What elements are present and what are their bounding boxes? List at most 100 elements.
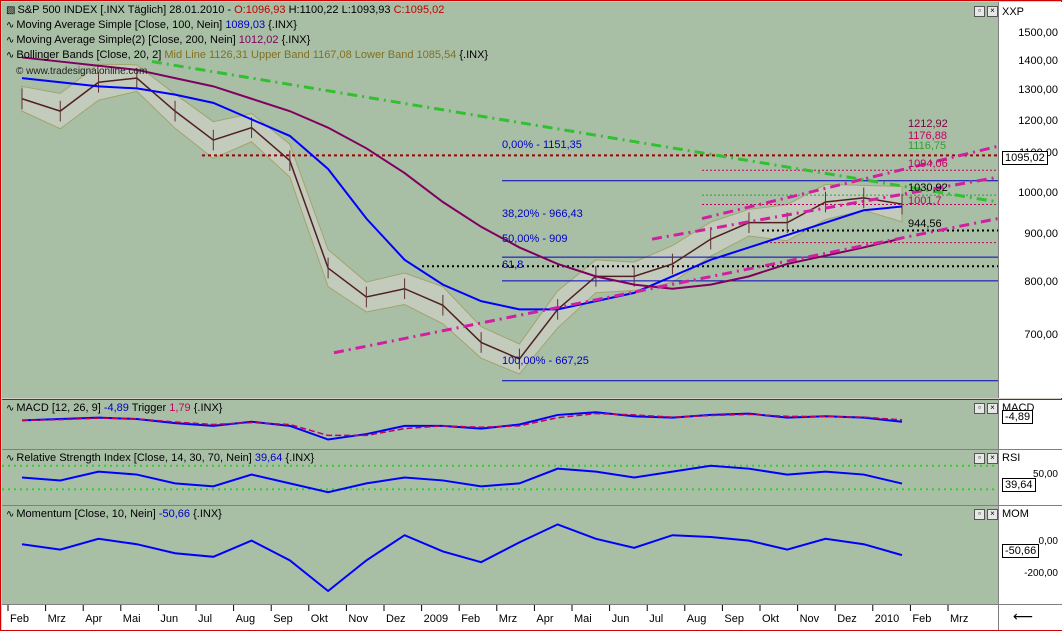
x-label-1: Mrz bbox=[48, 613, 66, 625]
legend-macd-value: -4,89 bbox=[103, 402, 129, 414]
line-icon: ∿ bbox=[6, 403, 15, 414]
macd-last-box: -4,89 bbox=[1002, 410, 1034, 424]
time-axis[interactable]: Feb Mrz Apr Mai Jun Jul Aug Sep Okt Nov Dez 2009 Feb… bbox=[2, 604, 998, 630]
legend-momentum-suffix: {.INX} bbox=[190, 508, 222, 520]
pane-close-button[interactable]: × bbox=[987, 403, 998, 414]
candle-icon: ▧ bbox=[6, 5, 16, 16]
x-label-16: Jun bbox=[612, 613, 630, 625]
pane-minimize-button[interactable]: ▫ bbox=[974, 6, 985, 17]
pane-close-button[interactable]: × bbox=[987, 6, 998, 17]
ma100-line bbox=[21, 77, 903, 311]
x-label-23: 2010 bbox=[875, 613, 899, 625]
legend-ma100[interactable]: ∿ Moving Average Simple [Close, 100, Nein… bbox=[6, 19, 297, 31]
price-series-line bbox=[21, 77, 903, 360]
pane-minimize-button[interactable]: ▫ bbox=[974, 509, 985, 520]
x-label-7: Sep bbox=[273, 613, 293, 625]
fib-label-38: 38,20% - 966,43 bbox=[502, 208, 583, 220]
legend-price[interactable]: ▧ S&P 500 INDEX [.INX Täglich] 28.01.2010… bbox=[6, 4, 444, 16]
ytick-1400: 1400,00 bbox=[1018, 55, 1058, 67]
ytick-1200: 1200,00 bbox=[1018, 115, 1058, 127]
x-label-13: Mrz bbox=[499, 613, 517, 625]
legend-close-value: 1095,02 bbox=[404, 4, 445, 16]
x-label-18: Aug bbox=[687, 613, 707, 625]
rsi-tick-50: 50,00 bbox=[1032, 469, 1058, 480]
pane-close-button[interactable]: × bbox=[987, 509, 998, 520]
x-label-19: Sep bbox=[724, 613, 744, 625]
watermark: © www.tradesignalonline.com bbox=[16, 66, 148, 77]
legend-price-title: S&P 500 INDEX [.INX Täglich] 28.01.2010 … bbox=[17, 4, 235, 16]
legend-rsi-label: Relative Strength Index [Close, 14, 30, … bbox=[16, 452, 255, 464]
ma200-line bbox=[21, 56, 903, 290]
price-axis-name: XXP bbox=[1002, 6, 1025, 18]
last-price-box: 1095,02 bbox=[1002, 151, 1048, 165]
legend-bollinger-suffix: {.INX} bbox=[456, 49, 489, 61]
rsi-pane[interactable]: ∿ Relative Strength Index [Close, 14, 30,… bbox=[2, 449, 998, 505]
x-label-25: Mrz bbox=[950, 613, 968, 625]
legend-bollinger-label: Bollinger Bands [Close, 20, 2] bbox=[16, 49, 165, 61]
legend-open-label: O: bbox=[234, 4, 246, 16]
mom-tick-200: -200,00 bbox=[1024, 568, 1058, 579]
legend-momentum-value: -50,66 bbox=[158, 508, 191, 520]
line-icon: ∿ bbox=[6, 50, 15, 61]
legend-momentum[interactable]: ∿ Momentum [Close, 10, Nein] -50,66 {.INX… bbox=[6, 508, 222, 520]
price-axis[interactable]: XXP 1500,00 1400,00 1300,00 1200,00 1100… bbox=[998, 2, 1062, 398]
x-label-2: Apr bbox=[85, 613, 102, 625]
fib-label-0: 0,00% - 1151,35 bbox=[502, 139, 582, 151]
rsi-axis[interactable]: RSI 50,00 39,64 bbox=[998, 449, 1062, 505]
rsi-last-box: 39,64 bbox=[1002, 478, 1036, 492]
macd-chart-svg bbox=[21, 411, 903, 441]
legend-macd[interactable]: ∿ MACD [12, 26, 9] -4,89 Trigger 1,79 {.I… bbox=[6, 402, 222, 414]
price-pane[interactable]: ▧ S&P 500 INDEX [.INX Täglich] 28.01.2010… bbox=[2, 2, 998, 398]
legend-ma200-suffix: {.INX} bbox=[278, 34, 311, 46]
price-chart-svg bbox=[21, 56, 998, 382]
legend-ma200-label: Moving Average Simple(2) [Close, 200, Ne… bbox=[16, 34, 239, 46]
macd-axis[interactable]: MACD -4,89 bbox=[998, 399, 1062, 449]
rsi-series-0 bbox=[21, 464, 903, 494]
ytick-1000: 1000,00 bbox=[1018, 187, 1058, 199]
legend-rsi[interactable]: ∿ Relative Strength Index [Close, 14, 30,… bbox=[6, 452, 314, 464]
momentum-axis[interactable]: MOM 0,00 -200,00 -50,66 bbox=[998, 505, 1062, 604]
ytick-1300: 1300,00 bbox=[1018, 84, 1058, 96]
momentum-pane[interactable]: ∿ Momentum [Close, 10, Nein] -50,66 {.INX… bbox=[2, 505, 998, 604]
pane-close-button[interactable]: × bbox=[987, 453, 998, 464]
legend-ma200[interactable]: ∿ Moving Average Simple(2) [Close, 200, N… bbox=[6, 34, 310, 46]
x-label-21: Nov bbox=[800, 613, 820, 625]
legend-trigger-label: Trigger bbox=[128, 402, 170, 414]
legend-macd-label: MACD [12, 26, 9] bbox=[16, 402, 104, 414]
level-label-1176: 1176,88 bbox=[908, 130, 947, 142]
level-label-944: 944,56 bbox=[908, 218, 942, 230]
ytick-800: 800,00 bbox=[1024, 276, 1058, 288]
legend-bollinger[interactable]: ∿ Bollinger Bands [Close, 20, 2] Mid Line… bbox=[6, 49, 488, 61]
scroll-arrow-icon[interactable]: ⟵ bbox=[1013, 609, 1034, 625]
x-label-6: Aug bbox=[236, 613, 256, 625]
rsi-chart-svg bbox=[2, 464, 998, 494]
line-icon: ∿ bbox=[6, 20, 15, 31]
level-label-1001: 1001,7 bbox=[908, 195, 942, 207]
x-label-11: 2009 bbox=[424, 613, 448, 625]
ytick-900: 900,00 bbox=[1024, 228, 1058, 240]
line-icon: ∿ bbox=[6, 453, 15, 464]
legend-ma200-value: 1012,02 bbox=[238, 34, 279, 46]
legend-low-value: 1093,93 bbox=[350, 4, 391, 16]
x-label-4: Jun bbox=[160, 613, 178, 625]
x-label-22: Dez bbox=[837, 613, 857, 625]
macd-pane[interactable]: ∿ MACD [12, 26, 9] -4,89 Trigger 1,79 {.I… bbox=[2, 399, 998, 449]
x-label-20: Okt bbox=[762, 613, 779, 625]
level-label-1212: 1212,92 bbox=[908, 118, 948, 130]
line-icon: ∿ bbox=[6, 35, 15, 46]
level-label-1094: 1094,06 bbox=[908, 158, 948, 170]
x-label-15: Mai bbox=[574, 613, 592, 625]
x-label-12: Feb bbox=[461, 613, 480, 625]
momentum-series-0 bbox=[21, 523, 903, 593]
x-label-8: Okt bbox=[311, 613, 328, 625]
legend-rsi-value: 39,64 bbox=[254, 452, 283, 464]
legend-rsi-suffix: {.INX} bbox=[282, 452, 315, 464]
momentum-chart-svg bbox=[21, 523, 903, 593]
pane-minimize-button[interactable]: ▫ bbox=[974, 453, 985, 464]
pane-minimize-button[interactable]: ▫ bbox=[974, 403, 985, 414]
ytick-1500: 1500,00 bbox=[1018, 27, 1058, 39]
fib-label-100: 100,00% - 667,25 bbox=[502, 355, 589, 367]
scroll-corner[interactable]: ⟵ bbox=[998, 604, 1062, 630]
fib-label-50: 50,00% - 909 bbox=[502, 233, 568, 245]
